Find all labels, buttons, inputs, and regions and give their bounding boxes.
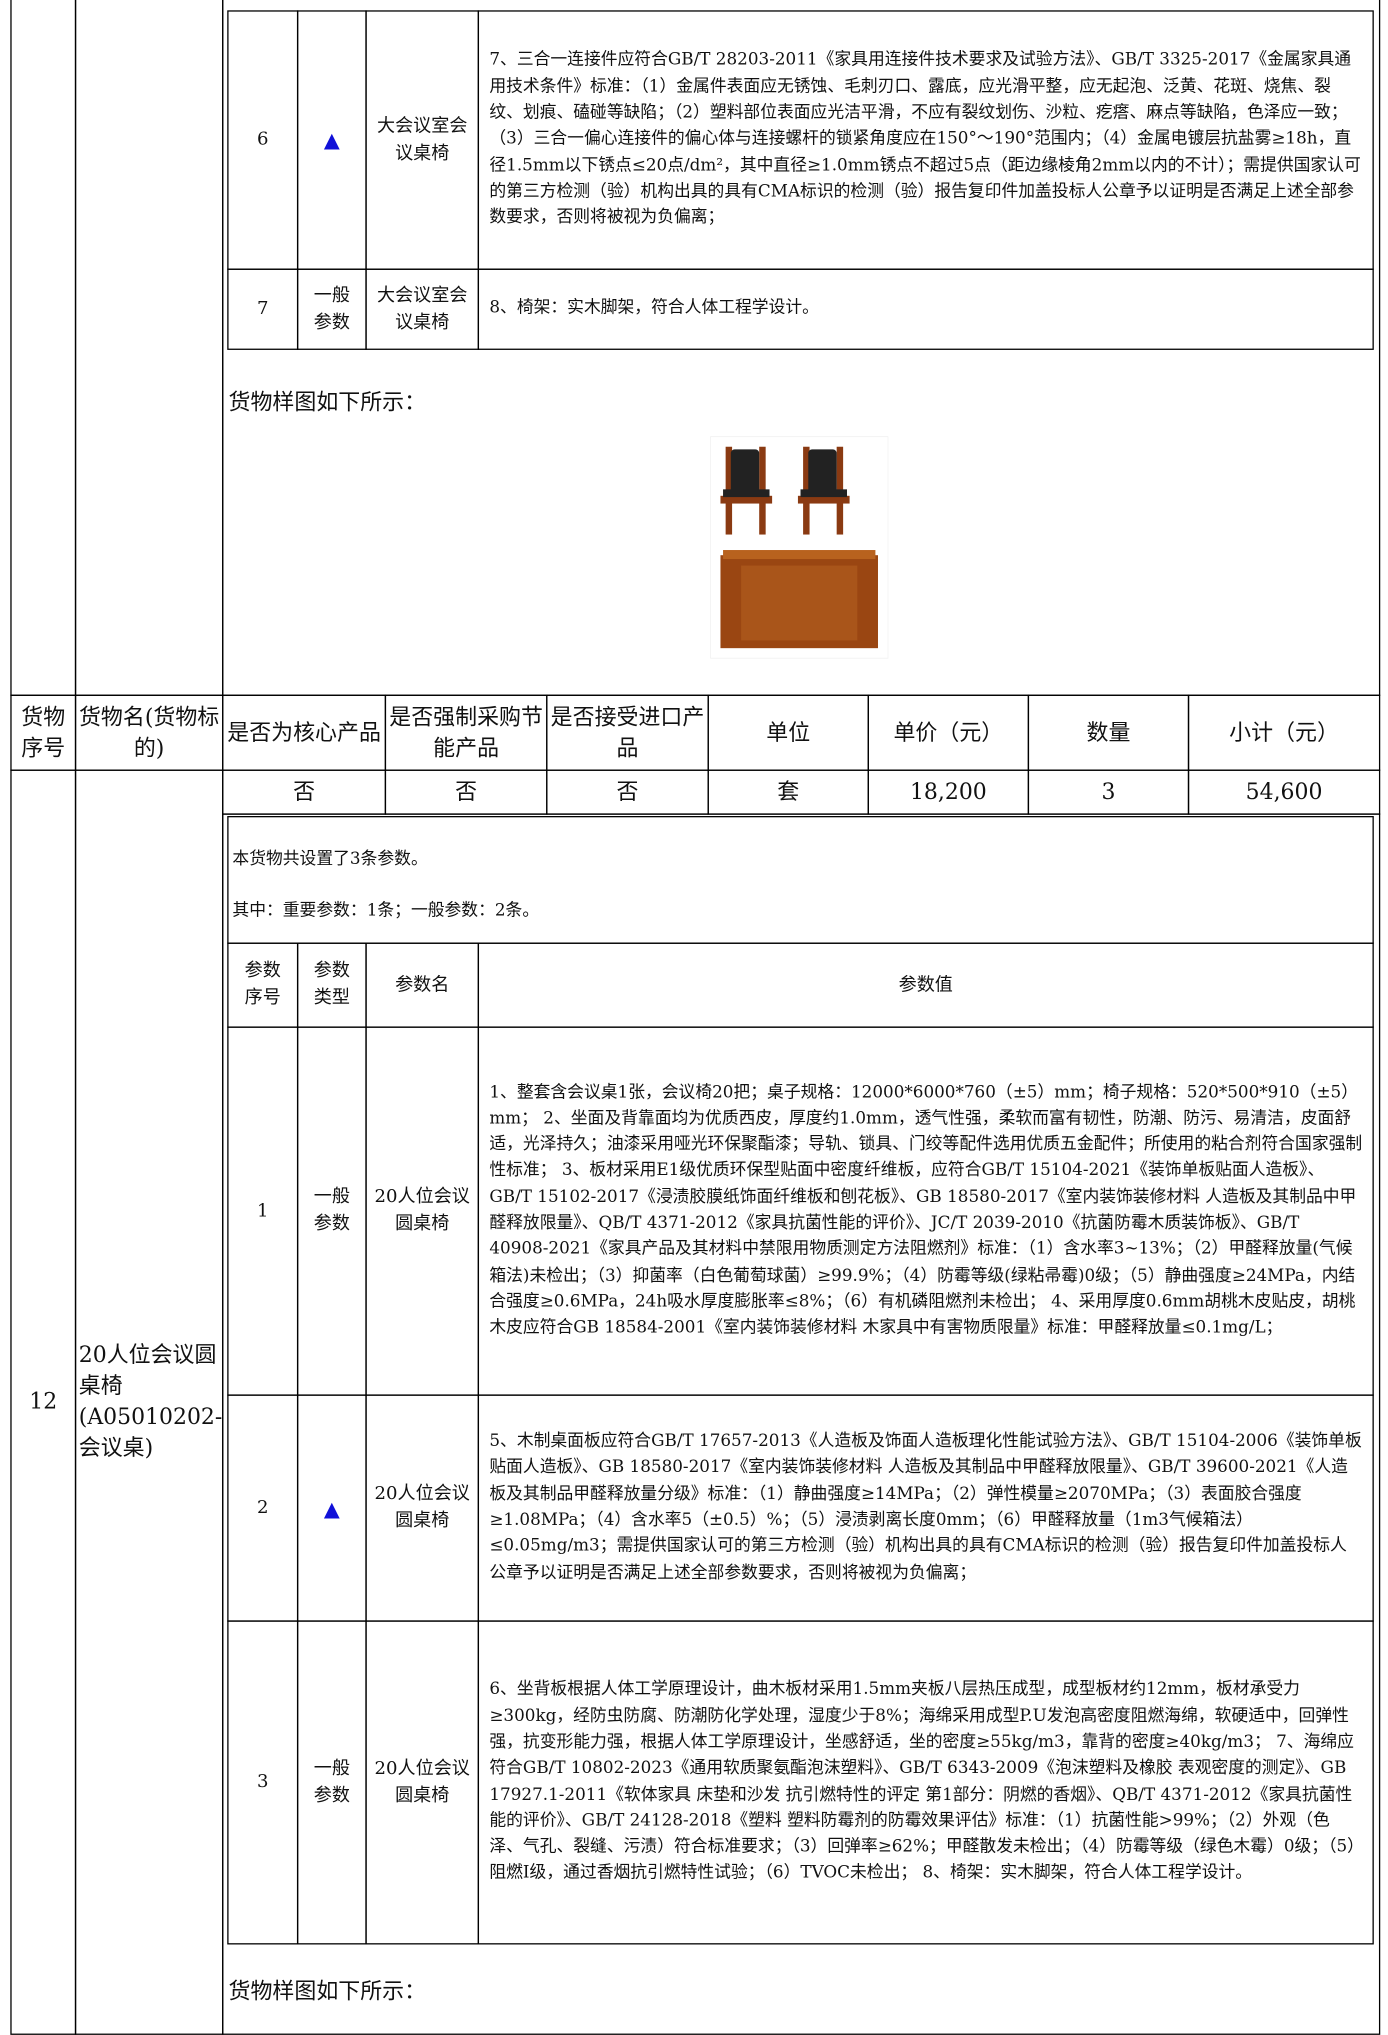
param-no: 6 [227, 10, 299, 270]
param-name: 20人位会议圆桌椅 [365, 1026, 480, 1396]
param-name: 20人位会议圆桌椅 [365, 1394, 480, 1622]
param-value: 5、木制桌面板应符合GB/T 17657-2013《人造板及饰面人造板理化性能试… [477, 1394, 1374, 1622]
param-type: 一般参数 [296, 1620, 367, 1945]
param-type: 一般参数 [296, 1026, 367, 1396]
param-header: 参数类型 [296, 942, 367, 1028]
sample-image [710, 436, 889, 659]
summary-box [227, 816, 1374, 944]
header-cell: 货物名(货物标的) [74, 694, 224, 771]
header-cell: 小计（元） [1187, 694, 1381, 771]
summary-line: 其中：重要参数：1条；一般参数：2条。 [232, 901, 540, 921]
sample-caption: 货物样图如下所示： [228, 1979, 427, 2006]
cell [10, 0, 77, 696]
param-value: 8、椅架：实木脚架，符合人体工程学设计。 [477, 268, 1374, 350]
param-header: 参数值 [477, 942, 1374, 1028]
row-cell: 否 [546, 769, 709, 815]
param-name: 大会议室会议桌椅 [365, 10, 480, 270]
param-header: 参数序号 [227, 942, 299, 1028]
item-no: 12 [10, 769, 77, 2035]
param-type: ▲ [296, 10, 367, 270]
param-name: 20人位会议圆桌椅 [365, 1620, 480, 1945]
param-value: 1、整套含会议桌1张，会议椅20把；桌子规格：12000*6000*760（±5… [477, 1026, 1374, 1396]
sample-caption: 货物样图如下所示： [228, 389, 427, 416]
row-cell: 否 [222, 769, 387, 815]
param-value: 7、三合一连接件应符合GB/T 28203-2011《家具用连接件技术要求及试验… [477, 10, 1374, 270]
row-cell: 3 [1027, 769, 1190, 815]
param-name: 大会议室会议桌椅 [365, 268, 480, 350]
param-type: ▲ [296, 1394, 367, 1622]
header-cell: 是否为核心产品 [222, 694, 387, 771]
param-no: 1 [227, 1026, 299, 1396]
param-type: 一般参数 [296, 268, 367, 350]
cell [74, 0, 224, 696]
row-cell: 套 [707, 769, 869, 815]
header-cell: 货物序号 [10, 694, 77, 771]
param-no: 7 [227, 268, 299, 350]
param-no: 2 [227, 1394, 299, 1622]
header-cell: 单位 [707, 694, 869, 771]
row-cell: 54,600 [1187, 769, 1381, 815]
header-cell: 单价（元） [867, 694, 1030, 771]
summary-line: 本货物共设置了3条参数。 [232, 849, 428, 869]
param-value: 6、坐背板根据人体工学原理设计，曲木板材采用1.5mm夹板八层热压成型，成型板材… [477, 1620, 1374, 1945]
row-cell: 否 [384, 769, 548, 815]
row-cell: 18,200 [867, 769, 1030, 815]
header-cell: 数量 [1027, 694, 1190, 771]
header-cell: 是否接受进口产品 [546, 694, 709, 771]
param-header: 参数名 [365, 942, 480, 1028]
item-name: 20人位会议圆桌椅(A05010202-会议桌) [74, 769, 224, 2035]
header-cell: 是否强制采购节能产品 [384, 694, 548, 771]
param-no: 3 [227, 1620, 299, 1945]
